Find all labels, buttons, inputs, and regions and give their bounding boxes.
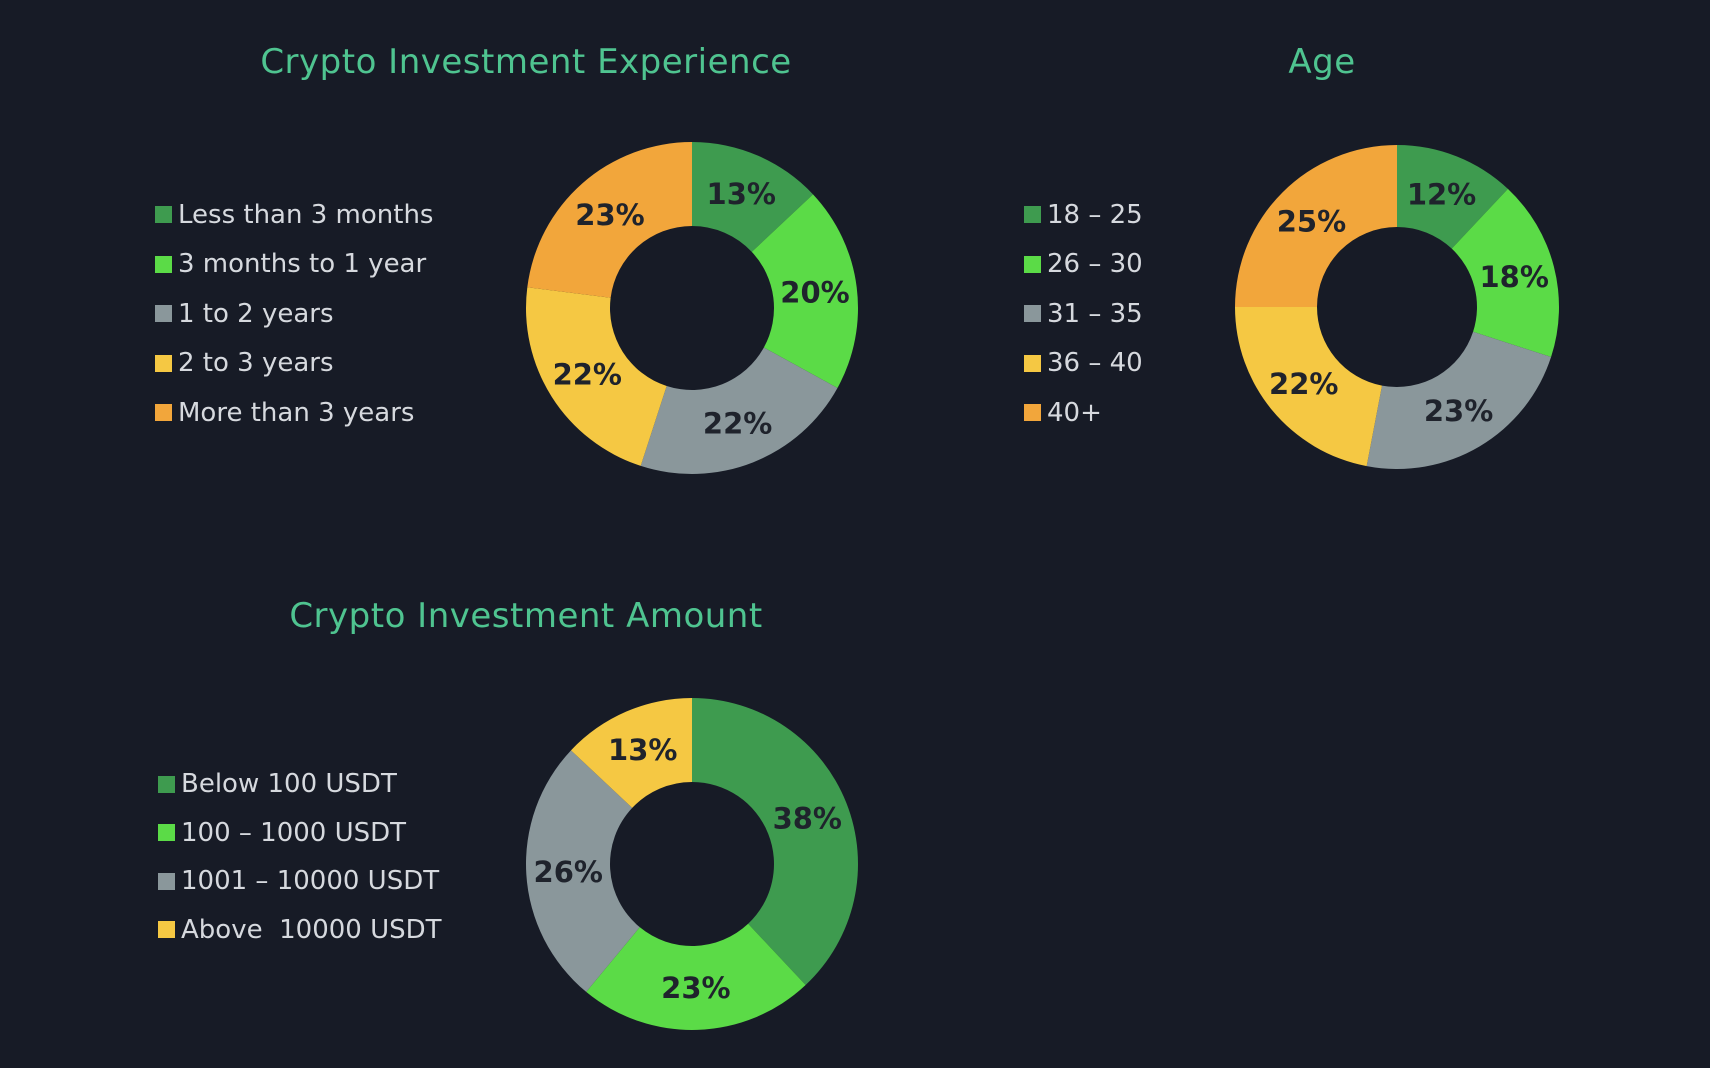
donut-slice <box>526 750 640 992</box>
legend-label: 18 – 25 <box>1047 199 1143 230</box>
legend-swatch <box>1024 305 1041 323</box>
slice-value-label: 22% <box>553 357 622 391</box>
legend-swatch <box>155 206 172 224</box>
legend-item: 1 to 2 years <box>155 289 433 339</box>
legend-item: 1001 – 10000 USDT <box>158 857 442 906</box>
legend-item: More than 3 years <box>155 388 433 438</box>
legend-label: 36 – 40 <box>1047 348 1143 379</box>
legend-item: 36 – 40 <box>1024 339 1143 389</box>
donut-slice <box>527 142 692 298</box>
legend: Less than 3 months 3 months to 1 year 1 to… <box>155 190 433 438</box>
legend-swatch <box>1024 255 1041 273</box>
legend-swatch <box>1024 206 1041 224</box>
legend-swatch <box>158 872 175 890</box>
legend-swatch <box>1024 354 1041 372</box>
legend-label: Above 10000 USDT <box>181 914 442 945</box>
donut-slice <box>692 142 814 252</box>
slice-value-label: 13% <box>707 177 776 211</box>
slice-value-label: 20% <box>780 275 849 309</box>
donut-slice <box>1397 145 1508 249</box>
chart-title: Crypto Investment Amount <box>289 596 763 636</box>
slice-value-label: 23% <box>661 971 730 1005</box>
chart-age: Age 18 – 25 26 – 30 31 – 35 36 – 40 40+ 12% 1… <box>855 0 1710 520</box>
donut-slice <box>640 347 838 474</box>
slice-value-label: 13% <box>608 733 677 767</box>
slice-value-label: 25% <box>1277 204 1346 238</box>
slice-value-label: 23% <box>1424 394 1493 428</box>
legend-swatch <box>155 255 172 273</box>
legend-swatch <box>158 775 175 793</box>
donut-chart: 12% 18% 23% 22% 25% <box>1235 145 1559 469</box>
slice-value-label: 26% <box>534 855 603 889</box>
donut-slice <box>570 698 692 808</box>
legend-item: 2 to 3 years <box>155 339 433 389</box>
legend-label: 3 months to 1 year <box>178 249 427 280</box>
donut-chart: 13% 20% 22% 22% 23% <box>526 142 858 474</box>
legend-item: 100 – 1000 USDT <box>158 809 442 858</box>
legend-swatch <box>155 305 172 323</box>
legend-item: 26 – 30 <box>1024 240 1143 290</box>
legend-label: 1 to 2 years <box>178 298 334 329</box>
legend-item: Below 100 USDT <box>158 760 442 809</box>
legend-label: More than 3 years <box>178 397 415 428</box>
donut-chart: 38% 23% 26% 13% <box>526 698 858 1030</box>
chart-crypto-investment-amount: Crypto Investment Amount Below 100 USDT 1… <box>0 520 858 1068</box>
chart-crypto-investment-experience: Crypto Investment Experience Less than 3… <box>0 0 858 520</box>
legend-swatch <box>1024 404 1041 422</box>
slice-value-label: 23% <box>575 198 644 232</box>
slice-value-label: 22% <box>703 406 772 440</box>
legend-item: 18 – 25 <box>1024 190 1143 240</box>
legend-label: Below 100 USDT <box>181 769 397 800</box>
legend-item: 3 months to 1 year <box>155 240 433 290</box>
legend-label: 1001 – 10000 USDT <box>181 866 440 897</box>
slice-value-label: 12% <box>1407 177 1476 211</box>
legend-label: 40+ <box>1047 397 1102 428</box>
donut-slice <box>526 287 667 466</box>
chart-title: Crypto Investment Experience <box>260 42 792 82</box>
legend-swatch <box>158 921 175 939</box>
donut-slice <box>692 698 858 986</box>
legend-swatch <box>155 354 172 372</box>
slice-value-label: 38% <box>773 801 842 835</box>
donut-slice <box>1366 331 1552 469</box>
legend-label: 26 – 30 <box>1047 249 1143 280</box>
legend-swatch <box>155 404 172 422</box>
legend-label: 100 – 1000 USDT <box>181 817 407 848</box>
legend-item: 40+ <box>1024 388 1143 438</box>
donut-slice <box>751 194 858 388</box>
legend-item: Above 10000 USDT <box>158 906 442 955</box>
donut-slice <box>1235 307 1383 467</box>
donut-slice <box>586 923 806 1030</box>
slice-value-label: 18% <box>1479 260 1548 294</box>
legend-label: Less than 3 months <box>178 199 434 230</box>
legend-item: Less than 3 months <box>155 190 433 240</box>
legend-label: 2 to 3 years <box>178 348 334 379</box>
donut-slice <box>1451 188 1559 358</box>
legend-swatch <box>158 824 175 842</box>
legend: Below 100 USDT 100 – 1000 USDT 1001 – 1000… <box>158 760 442 954</box>
chart-title: Age <box>1288 42 1356 82</box>
donut-slice <box>1235 145 1397 307</box>
legend-label: 31 – 35 <box>1047 298 1143 329</box>
legend: 18 – 25 26 – 30 31 – 35 36 – 40 40+ <box>1024 190 1143 438</box>
slice-value-label: 22% <box>1269 367 1338 401</box>
legend-item: 31 – 35 <box>1024 289 1143 339</box>
